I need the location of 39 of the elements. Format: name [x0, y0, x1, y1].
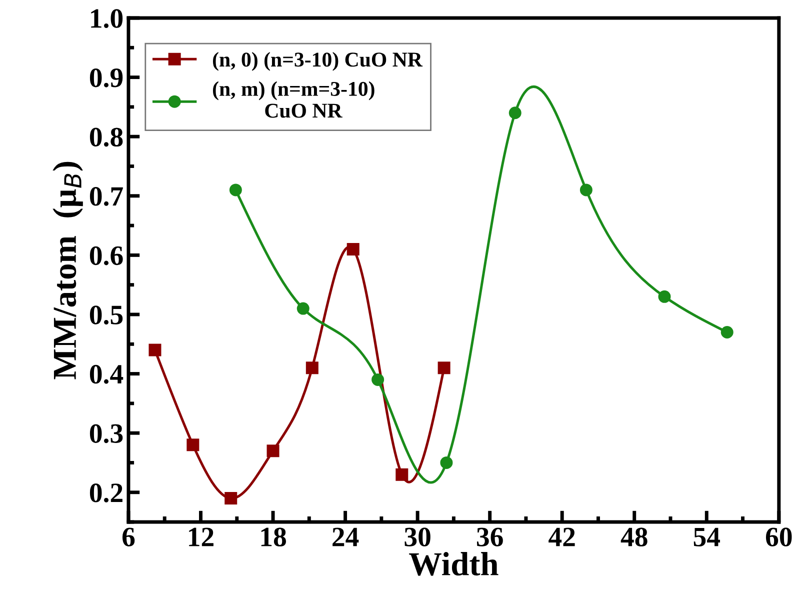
x-axis-title: Width	[409, 552, 498, 576]
y-tick-label: 0.4	[90, 364, 124, 384]
point	[224, 492, 238, 505]
y-axis-title: MM/atom (μ$_{B}$)	[52, 162, 83, 380]
x-tick-label: 42	[548, 528, 575, 546]
point	[346, 242, 360, 256]
x-tick-label: 12	[189, 528, 214, 546]
point	[508, 106, 522, 120]
y-tick-label: 1.0	[91, 9, 123, 28]
y-tick-label: 0.8	[90, 128, 123, 147]
x-tick-label: 30	[404, 528, 430, 546]
legend-label: (n, 0) (n=3-10) CuO NR	[212, 52, 423, 71]
y-tick-label: 0.5	[90, 306, 123, 325]
x-tick-label: 54	[694, 528, 720, 546]
point	[440, 456, 453, 469]
point	[658, 290, 671, 303]
x-tick-label: 24	[332, 528, 359, 546]
point	[186, 438, 200, 452]
x-tick-label: 18	[261, 528, 286, 546]
y-tick-label: 0.3	[90, 424, 123, 444]
x-tick-label: 60	[766, 528, 792, 546]
point	[438, 362, 450, 374]
x-tick-label: 36	[476, 528, 503, 546]
y-tick-label: 0.6	[90, 246, 123, 266]
point	[720, 326, 734, 339]
y-tick-label: 0.7	[90, 187, 123, 206]
point	[580, 184, 592, 196]
x-tick-label: 48	[620, 528, 648, 546]
point	[229, 184, 242, 196]
point	[396, 468, 408, 481]
y-tick-label: 0.2	[90, 484, 122, 502]
point	[372, 373, 384, 386]
point	[306, 362, 318, 374]
x-tick-label: 6	[122, 528, 135, 546]
point	[148, 344, 162, 356]
point	[266, 444, 280, 458]
y-tick-label: 0.9	[90, 68, 123, 88]
point	[296, 302, 310, 315]
legend-label: (n, m) (n=m=3-10) CuO NR	[212, 81, 374, 118]
